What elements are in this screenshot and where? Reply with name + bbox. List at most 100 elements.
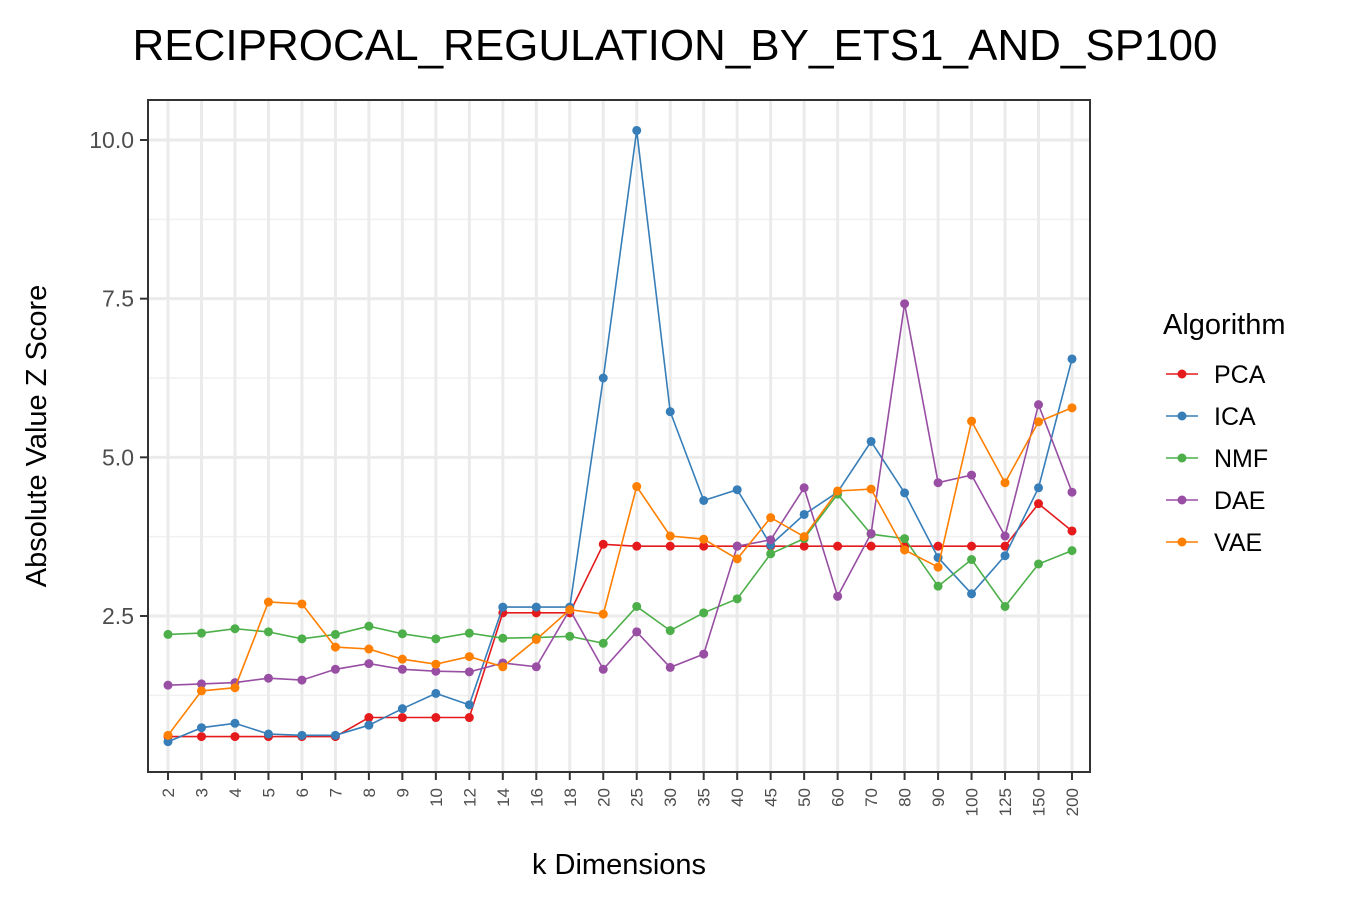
legend-title: Algorithm xyxy=(1163,309,1286,341)
data-point-nmf xyxy=(297,634,307,644)
data-point-ica xyxy=(531,602,541,612)
y-tick-label: 10.0 xyxy=(89,127,134,153)
data-point-ica xyxy=(297,730,307,740)
data-point-dae xyxy=(163,680,173,690)
x-tick-label: 2 xyxy=(159,788,178,797)
x-tick-label: 3 xyxy=(192,788,211,797)
legend: Algorithm PCA ICA NMF DAE VAE xyxy=(1163,309,1286,557)
x-tick-label: 35 xyxy=(695,788,714,807)
x-tick-label: 4 xyxy=(226,788,245,797)
x-tick-label: 70 xyxy=(862,788,881,807)
data-point-nmf xyxy=(766,549,776,559)
data-point-vae xyxy=(900,545,910,555)
data-point-vae xyxy=(498,662,508,672)
data-point-vae xyxy=(297,599,307,609)
data-point-nmf xyxy=(196,628,206,638)
data-point-vae xyxy=(598,609,608,619)
data-point-vae xyxy=(833,486,843,496)
data-point-ica xyxy=(498,602,508,612)
data-point-vae xyxy=(330,642,340,652)
data-point-ica xyxy=(699,495,709,505)
legend-key-point xyxy=(1177,537,1187,547)
data-point-dae xyxy=(1034,400,1044,410)
legend-key-point xyxy=(1177,495,1187,505)
x-axis-title: k Dimensions xyxy=(532,849,706,881)
x-tick-label: 7 xyxy=(326,788,345,797)
series-line-vae xyxy=(167,407,1073,736)
data-point-ica xyxy=(598,373,608,383)
data-point-vae xyxy=(632,482,642,492)
x-tick-label: 10 xyxy=(427,788,446,807)
data-point-nmf xyxy=(1000,601,1010,611)
data-point-vae xyxy=(799,532,809,542)
data-point-pca xyxy=(431,713,441,723)
data-point-ica xyxy=(665,407,675,417)
data-point-ica xyxy=(1034,483,1044,493)
data-point-dae xyxy=(1000,531,1010,541)
data-point-pca xyxy=(933,541,943,551)
x-tick-label: 60 xyxy=(829,788,848,807)
data-point-dae xyxy=(330,664,340,674)
legend-item-nmf: NMF xyxy=(1166,445,1268,473)
data-point-pca xyxy=(230,732,240,742)
legend-label: ICA xyxy=(1214,403,1256,431)
series-layer xyxy=(163,125,1077,747)
data-point-vae xyxy=(397,654,407,664)
data-point-ica xyxy=(1000,551,1010,561)
x-tick-label: 100 xyxy=(963,788,982,816)
x-tick-label: 125 xyxy=(996,788,1015,816)
y-tick-label: 7.5 xyxy=(102,286,134,312)
data-point-dae xyxy=(665,662,675,672)
data-point-pca xyxy=(833,541,843,551)
x-tick-label: 80 xyxy=(896,788,915,807)
x-tick-label: 200 xyxy=(1063,788,1082,816)
data-point-vae xyxy=(364,644,374,654)
y-tick-label: 2.5 xyxy=(102,603,134,629)
legend-label: NMF xyxy=(1214,445,1268,473)
data-point-nmf xyxy=(397,629,407,639)
data-point-nmf xyxy=(364,621,374,631)
grid-lines xyxy=(148,100,1090,772)
data-point-vae xyxy=(431,659,441,669)
x-tick-label: 9 xyxy=(393,788,412,797)
data-point-ica xyxy=(196,723,206,733)
x-tick-label: 30 xyxy=(661,788,680,807)
data-point-vae xyxy=(732,554,742,564)
legend-item-dae: DAE xyxy=(1166,487,1265,515)
data-point-dae xyxy=(866,528,876,538)
data-point-ica xyxy=(799,509,809,519)
series-nmf xyxy=(163,489,1077,648)
data-point-dae xyxy=(397,664,407,674)
data-point-nmf xyxy=(330,629,340,639)
plot-panel-background xyxy=(148,100,1090,772)
data-point-vae xyxy=(665,531,675,541)
x-tick-label: 14 xyxy=(494,788,513,807)
legend-item-vae: VAE xyxy=(1166,529,1262,557)
x-tick-label: 5 xyxy=(259,788,278,797)
data-point-dae xyxy=(598,664,608,674)
data-point-pca xyxy=(1034,499,1044,509)
x-tick-label: 25 xyxy=(628,788,647,807)
data-point-dae xyxy=(799,483,809,493)
data-point-pca xyxy=(799,541,809,551)
data-point-nmf xyxy=(230,624,240,634)
data-point-pca xyxy=(464,713,474,723)
x-tick-label: 18 xyxy=(561,788,580,807)
data-point-pca xyxy=(1000,541,1010,551)
data-point-ica xyxy=(330,730,340,740)
chart-title: RECIPROCAL_REGULATION_BY_ETS1_AND_SP100 xyxy=(133,21,1218,70)
data-point-nmf xyxy=(263,627,273,637)
data-point-dae xyxy=(263,673,273,683)
data-point-nmf xyxy=(498,633,508,643)
data-point-dae xyxy=(732,541,742,551)
data-point-vae xyxy=(196,686,206,696)
data-point-ica xyxy=(431,688,441,698)
series-line-ica xyxy=(167,130,1073,743)
data-point-ica xyxy=(163,737,173,747)
data-point-vae xyxy=(1000,478,1010,488)
data-point-vae xyxy=(866,484,876,494)
series-dae xyxy=(163,299,1077,690)
data-point-dae xyxy=(431,666,441,676)
data-point-vae xyxy=(1034,417,1044,427)
data-point-dae xyxy=(632,627,642,637)
